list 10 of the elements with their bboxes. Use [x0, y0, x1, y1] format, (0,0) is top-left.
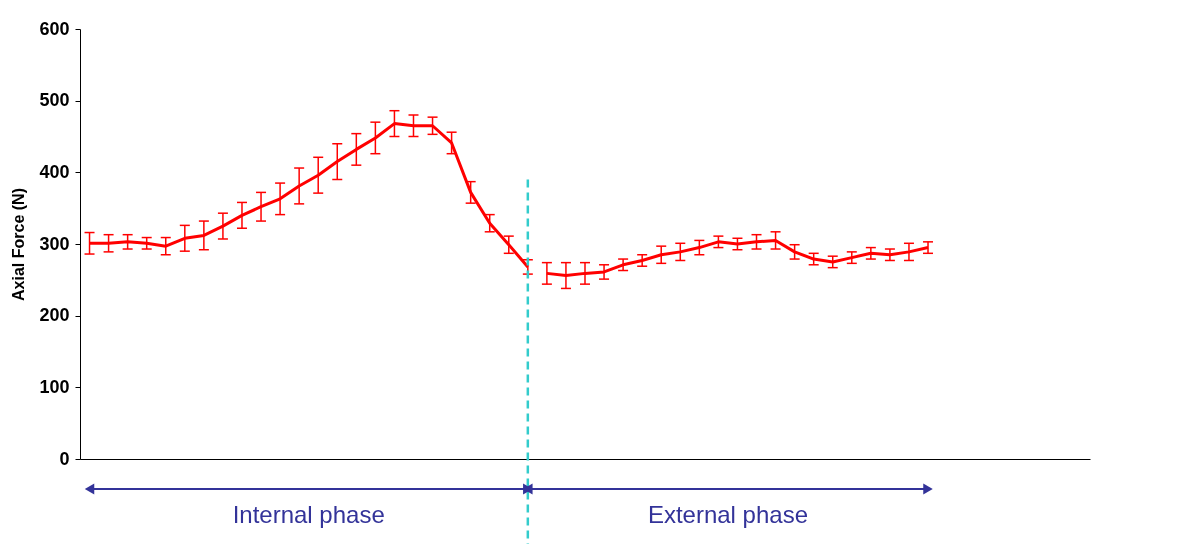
y-tick-label: 300 — [39, 233, 70, 254]
y-tick-label: 400 — [39, 161, 70, 182]
y-axis-title: Axial Force (N) — [10, 188, 28, 301]
text: External phase — [647, 501, 808, 528]
y-tick-label: 600 — [39, 18, 70, 39]
text: Internal phase — [232, 501, 385, 528]
y-tick-label: 200 — [39, 305, 70, 326]
y-tick-label: 100 — [39, 376, 70, 397]
y-tick-label: 500 — [39, 90, 70, 111]
y-tick-label: 0 — [59, 448, 70, 469]
